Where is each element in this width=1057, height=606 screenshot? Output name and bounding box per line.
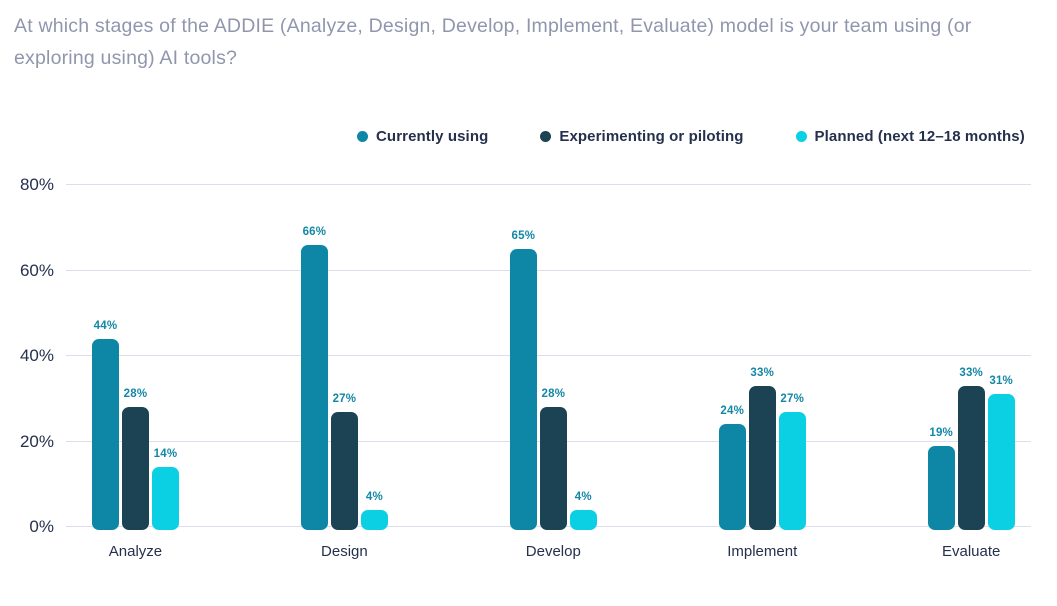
gridline	[66, 269, 1031, 271]
bar	[330, 411, 358, 530]
value-label: 27%	[332, 392, 357, 405]
plot-area: 0% 20% 40% 60% 80% 44% 28% 14% Analyze 66% 27% 4% De…	[20, 175, 1031, 560]
value-label: 31%	[989, 375, 1013, 388]
bar	[748, 385, 776, 530]
bar-group-evaluate: 19% 33% 31% Evaluate	[927, 185, 1015, 560]
legend-label: Currently using	[376, 127, 489, 145]
y-axis-tick-label: 60%	[19, 260, 54, 280]
y-axis-tick-label: 80%	[19, 175, 54, 194]
bar	[539, 407, 567, 530]
y-axis-tick-label: 40%	[19, 346, 54, 365]
bar-group-develop: 65% 28% 4% Develop	[509, 185, 597, 560]
value-label: 14%	[153, 448, 178, 461]
x-axis-category-label: Analyze	[108, 543, 163, 560]
bar-group-design: 66% 27% 4% Design	[300, 185, 388, 560]
x-axis-category-label: Develop	[525, 543, 581, 560]
value-label: 33%	[959, 366, 983, 379]
value-label: 4%	[574, 490, 592, 503]
gridline	[66, 184, 1031, 185]
bar	[91, 338, 119, 530]
x-axis-category-label: Design	[321, 543, 368, 560]
bar-group-analyze: 44% 28% 14% Analyze	[91, 185, 179, 560]
value-label: 4%	[365, 490, 383, 503]
bar	[957, 385, 985, 530]
bar-group-implement: 24% 33% 27% Implement	[718, 185, 806, 560]
chart-title: At which stages of the ADDIE (Analyze, D…	[14, 15, 972, 69]
legend-item-currently-using: Currently using	[357, 128, 488, 145]
bar	[569, 509, 597, 530]
bar	[360, 509, 388, 530]
y-axis-tick-label: 0%	[29, 517, 54, 536]
legend-item-experimenting-or-piloting: Experimenting or piloting	[540, 128, 743, 145]
legend-label: Experimenting or piloting	[559, 127, 744, 145]
value-label: 65%	[511, 230, 536, 243]
x-axis-category-label: Evaluate	[941, 543, 1001, 560]
value-label: 66%	[302, 225, 327, 238]
gridline	[66, 355, 1031, 356]
legend: Currently using Experimenting or pilotin…	[357, 126, 1025, 146]
bar	[927, 445, 955, 530]
value-label: 28%	[541, 388, 566, 401]
value-label: 33%	[750, 366, 775, 379]
bar	[987, 394, 1015, 530]
bar	[509, 249, 537, 530]
legend-dot-icon	[357, 130, 368, 142]
bar	[151, 467, 179, 530]
value-label: 44%	[93, 319, 118, 332]
value-label: 19%	[929, 426, 953, 439]
value-label: 24%	[720, 405, 745, 418]
x-axis-category-label: Implement	[727, 543, 798, 560]
value-label: 28%	[123, 388, 148, 401]
y-axis-tick-label: 20%	[19, 431, 54, 451]
value-label: 27%	[780, 392, 805, 405]
legend-dot-icon	[795, 130, 807, 142]
bar	[718, 424, 746, 530]
bar	[300, 244, 328, 530]
bar	[121, 407, 149, 530]
bar	[778, 411, 806, 530]
legend-dot-icon	[540, 130, 552, 142]
legend-item-planned: Planned (next 12–18 months)	[795, 127, 1025, 145]
legend-label: Planned (next 12–18 months)	[814, 127, 1025, 145]
